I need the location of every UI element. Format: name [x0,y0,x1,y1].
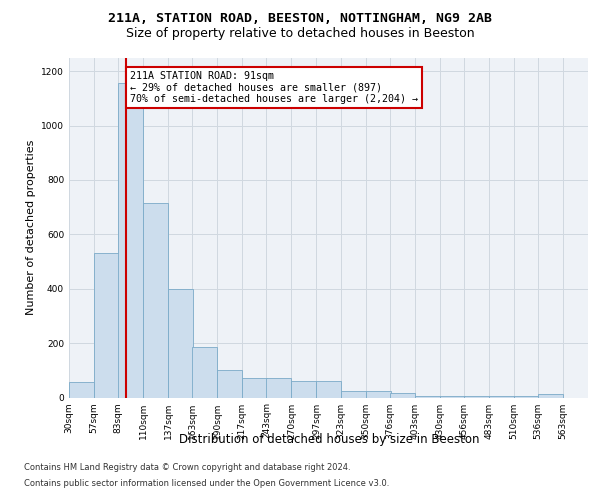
Text: Size of property relative to detached houses in Beeston: Size of property relative to detached ho… [125,28,475,40]
Bar [365,390,391,398]
Text: 211A STATION ROAD: 91sqm
← 29% of detached houses are smaller (897)
70% of semi-: 211A STATION ROAD: 91sqm ← 29% of detach… [130,71,418,104]
Y-axis label: Number of detached properties: Number of detached properties [26,140,35,315]
Bar [316,381,341,398]
Bar [266,378,292,398]
Bar [415,396,440,398]
Bar [217,370,242,398]
Bar [440,396,465,398]
Bar [292,381,316,398]
Text: Contains public sector information licensed under the Open Government Licence v3: Contains public sector information licen… [24,478,389,488]
Bar [242,378,268,398]
Bar [341,390,365,398]
Bar [389,392,415,398]
Bar [69,382,94,398]
Bar [143,203,168,398]
Text: Contains HM Land Registry data © Crown copyright and database right 2024.: Contains HM Land Registry data © Crown c… [24,464,350,472]
Text: Distribution of detached houses by size in Beeston: Distribution of detached houses by size … [179,432,479,446]
Text: 211A, STATION ROAD, BEESTON, NOTTINGHAM, NG9 2AB: 211A, STATION ROAD, BEESTON, NOTTINGHAM,… [108,12,492,26]
Bar [538,394,563,398]
Bar [489,396,514,398]
Bar [192,347,217,398]
Bar [514,396,539,398]
Bar [168,288,193,398]
Bar [94,254,119,398]
Bar [118,84,143,398]
Bar [464,396,489,398]
